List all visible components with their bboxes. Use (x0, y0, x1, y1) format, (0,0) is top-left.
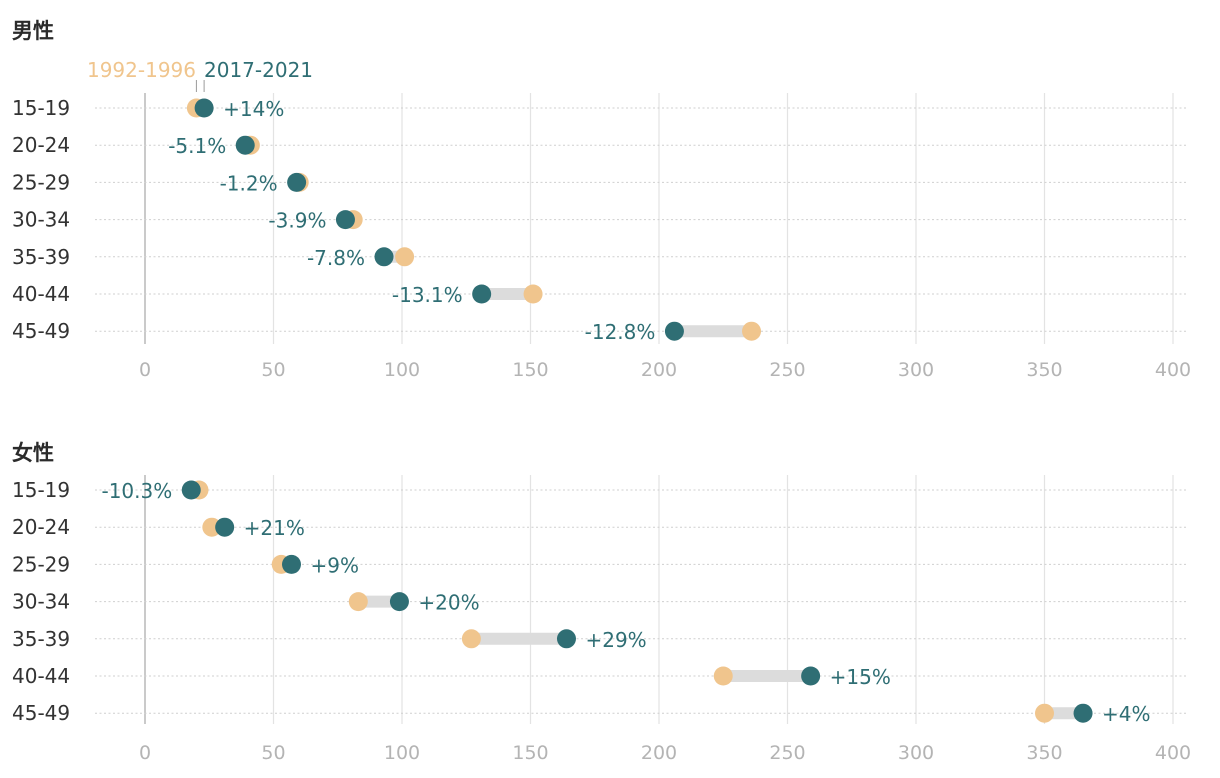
category-label: 25-29 (12, 552, 70, 576)
dot-1992-1996 (395, 247, 415, 267)
x-tick-label: 400 (1155, 359, 1191, 381)
change-label: -3.9% (268, 209, 326, 233)
category-label: 30-34 (12, 208, 70, 232)
change-label: -12.8% (585, 320, 656, 344)
dot-2017-2021 (287, 172, 307, 192)
category-label: 35-39 (12, 627, 70, 651)
dot-2017-2021 (801, 666, 821, 686)
category-label: 20-24 (12, 133, 70, 157)
change-label: -7.8% (307, 246, 365, 270)
category-label: 25-29 (12, 170, 70, 194)
dot-2017-2021 (389, 592, 409, 612)
x-tick-label: 100 (384, 359, 420, 381)
category-label: 20-24 (12, 515, 70, 539)
x-tick-label: 250 (769, 742, 805, 764)
category-label: 40-44 (12, 664, 70, 688)
change-label: +4% (1102, 702, 1151, 726)
x-tick-label: 0 (139, 742, 151, 764)
dot-2017-2021 (374, 247, 394, 267)
dot-2017-2021 (472, 284, 492, 304)
dot-1992-1996 (742, 321, 762, 341)
category-label: 40-44 (12, 282, 70, 306)
dot-2017-2021 (194, 98, 214, 118)
x-tick-label: 0 (139, 359, 151, 381)
x-tick-label: 350 (1026, 359, 1062, 381)
legend-1992-1996: 1992-1996 (87, 58, 196, 82)
panel-title: 女性 (12, 441, 54, 465)
x-tick-label: 300 (898, 742, 934, 764)
change-label: -10.3% (101, 479, 172, 503)
dot-1992-1996 (1035, 703, 1054, 723)
change-label: +14% (223, 97, 284, 121)
dot-2017-2021 (664, 321, 684, 341)
dot-2017-2021 (335, 210, 355, 230)
panel-title: 男性 (12, 19, 54, 43)
category-label: 45-49 (12, 319, 70, 343)
category-label: 30-34 (12, 590, 70, 614)
change-label: +21% (244, 516, 305, 540)
x-tick-label: 300 (898, 359, 934, 381)
x-tick-label: 250 (769, 359, 805, 381)
change-label: +20% (418, 591, 479, 615)
category-label: 45-49 (12, 701, 70, 725)
x-tick-label: 350 (1026, 742, 1062, 764)
x-tick-label: 400 (1155, 742, 1191, 764)
x-tick-label: 200 (641, 359, 677, 381)
x-tick-label: 100 (384, 742, 420, 764)
dot-2017-2021 (281, 554, 301, 574)
dot-2017-2021 (1073, 703, 1093, 723)
dot-1992-1996 (523, 284, 543, 304)
dot-2017-2021 (181, 480, 201, 500)
legend-2017-2021: 2017-2021 (204, 58, 313, 82)
dot-1992-1996 (713, 666, 733, 686)
category-label: 15-19 (12, 96, 70, 120)
x-tick-label: 200 (641, 742, 677, 764)
dot-2017-2021 (556, 629, 576, 649)
dot-1992-1996 (348, 592, 368, 612)
x-tick-label: 150 (512, 742, 548, 764)
x-tick-label: 150 (512, 359, 548, 381)
change-label: -1.2% (220, 171, 278, 195)
category-label: 15-19 (12, 478, 70, 502)
change-label: +15% (830, 665, 891, 689)
change-label: +29% (585, 628, 646, 652)
change-label: -13.1% (392, 283, 463, 307)
dot-2017-2021 (235, 135, 255, 155)
x-tick-label: 50 (261, 742, 285, 764)
x-tick-label: 50 (261, 359, 285, 381)
change-label: -5.1% (168, 134, 226, 158)
category-label: 35-39 (12, 245, 70, 269)
dot-1992-1996 (461, 629, 481, 649)
change-label: +9% (310, 553, 359, 577)
dot-2017-2021 (215, 517, 235, 537)
